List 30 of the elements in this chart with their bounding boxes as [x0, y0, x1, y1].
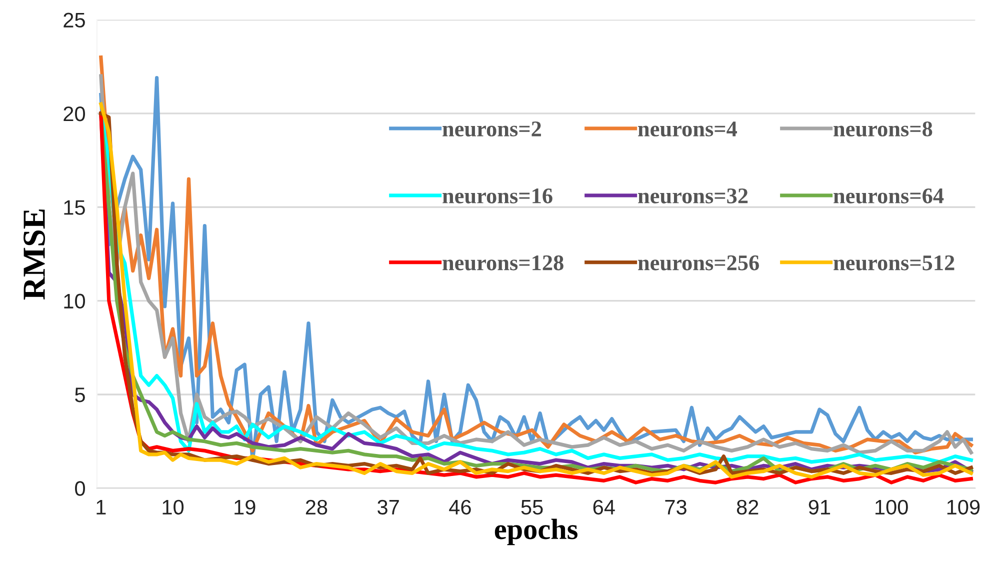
y-axis-title: RMSE [24, 209, 46, 300]
legend-label: neurons=512 [834, 255, 954, 270]
x-tick-label: 28 [306, 500, 328, 515]
legend-label: neurons=8 [834, 121, 932, 136]
x-tick-label: 64 [593, 500, 615, 515]
legend-label: neurons=4 [638, 122, 738, 136]
legend-label: neurons=64 [834, 188, 944, 204]
y-tick-label: 0 [75, 481, 85, 496]
x-tick-label: 1 [96, 500, 106, 514]
x-tick-label: 100 [876, 500, 908, 515]
legend-label: neurons=32 [638, 188, 748, 204]
y-tick-label: 25 [64, 12, 85, 28]
x-tick-label: 73 [665, 500, 686, 515]
legend-label: neurons=128 [442, 255, 564, 270]
y-tick-label: 15 [64, 200, 85, 215]
x-axis-title: epochs [494, 518, 578, 546]
x-tick-label: 37 [378, 500, 399, 515]
legend-label: neurons=16 [442, 188, 552, 204]
legend-label: neurons=256 [638, 255, 759, 270]
x-tick-label: 46 [449, 500, 471, 515]
y-tick-label: 5 [75, 388, 85, 402]
x-tick-label: 55 [521, 500, 543, 515]
x-tick-label: 109 [947, 500, 980, 515]
y-tick-label: 10 [64, 294, 85, 309]
x-tick-label: 91 [808, 500, 830, 515]
y-tick-label: 20 [64, 106, 85, 122]
x-tick-label: 82 [736, 500, 758, 515]
x-tick-label: 10 [162, 500, 184, 515]
x-tick-label: 19 [234, 500, 256, 515]
legend-label: neurons=2 [442, 122, 541, 136]
